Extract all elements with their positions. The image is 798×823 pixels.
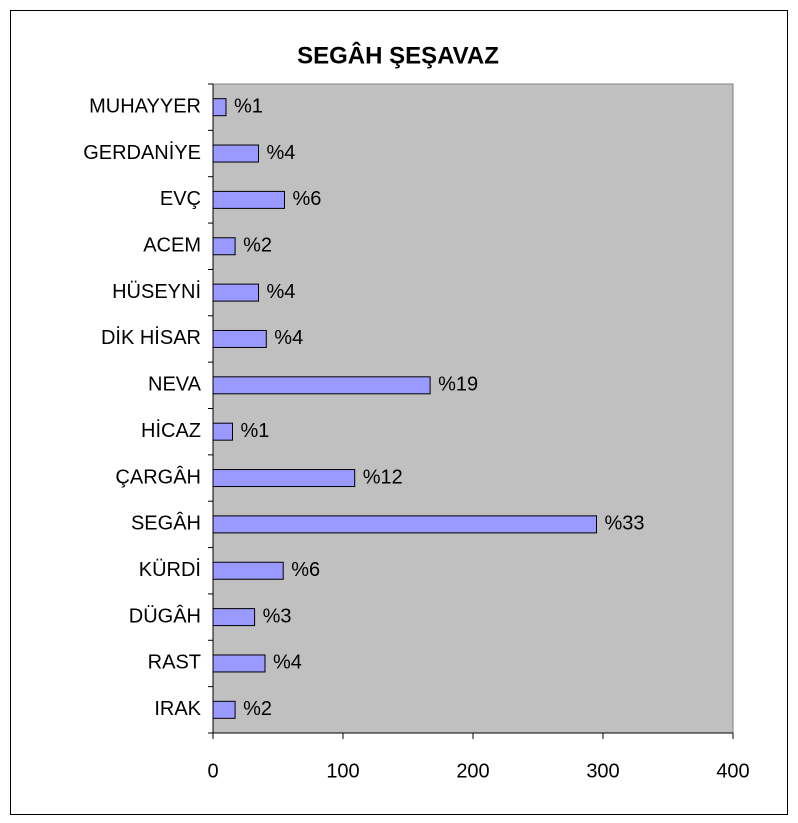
bar xyxy=(212,700,236,719)
y-tick-label: ACEM xyxy=(143,235,201,257)
y-tick-label: IRAK xyxy=(154,698,201,720)
y-tick-label: MUHAYYER xyxy=(89,95,201,117)
bar xyxy=(212,469,356,488)
bar xyxy=(212,283,259,302)
data-label: %6 xyxy=(291,559,320,581)
bar xyxy=(212,422,233,441)
bar xyxy=(212,515,597,534)
plot-area xyxy=(212,83,734,734)
y-tick-label: DÜGÂH xyxy=(129,604,201,627)
data-label: %6 xyxy=(293,188,322,210)
y-tick-label: SEGÂH xyxy=(131,512,201,535)
y-tick-label: KÜRDİ xyxy=(139,558,201,581)
y-tick-label: EVÇ xyxy=(160,188,201,210)
bar xyxy=(212,608,256,627)
data-label: %1 xyxy=(241,420,270,442)
data-label: %2 xyxy=(243,235,272,257)
chart-title: SEGÂH ŞEŞAVAZ xyxy=(297,41,499,69)
x-tick-label: 100 xyxy=(326,760,359,782)
data-label: %1 xyxy=(234,95,263,117)
bar xyxy=(212,98,227,117)
data-label: %12 xyxy=(363,466,403,488)
y-tick-label: GERDANİYE xyxy=(83,141,201,164)
data-label: %4 xyxy=(273,652,302,674)
data-label: %33 xyxy=(605,513,645,535)
x-tick-label: 0 xyxy=(207,760,218,782)
x-tick-label: 200 xyxy=(456,760,489,782)
bar xyxy=(212,329,267,348)
bar xyxy=(212,376,431,395)
y-tick-label: HİCAZ xyxy=(141,419,201,442)
x-tick-label: 400 xyxy=(716,760,749,782)
data-label: %4 xyxy=(267,142,296,164)
data-label: %2 xyxy=(243,698,272,720)
data-label: %4 xyxy=(267,281,296,303)
bar xyxy=(212,190,285,209)
data-label: %19 xyxy=(438,374,478,396)
x-tick-label: 300 xyxy=(586,760,619,782)
y-tick-label: RAST xyxy=(148,652,201,674)
y-tick-label: HÜSEYNİ xyxy=(112,280,201,303)
y-tick-label: NEVA xyxy=(148,374,202,396)
bar xyxy=(212,561,284,580)
y-tick-label: DİK HİSAR xyxy=(101,326,201,349)
bar xyxy=(212,237,236,256)
y-tick-label: ÇARGÂH xyxy=(115,465,201,488)
bar xyxy=(212,654,266,673)
data-label: %4 xyxy=(274,327,303,349)
data-label: %3 xyxy=(263,605,292,627)
bar xyxy=(212,144,259,163)
